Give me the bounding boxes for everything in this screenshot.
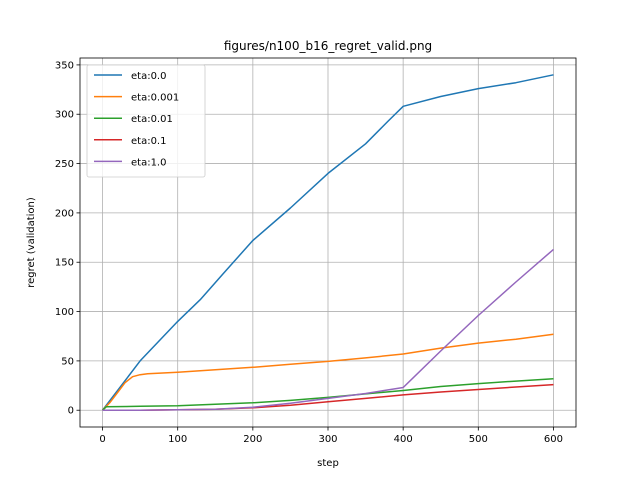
y-tick-label: 350: [55, 60, 74, 71]
legend: eta:0.0 eta:0.001 eta:0.01 eta:0.1 eta:1.0: [86, 64, 206, 178]
legend-label: eta:0.1: [131, 136, 166, 147]
legend-label: eta:0.01: [131, 114, 173, 125]
y-tick-label: 0: [68, 406, 74, 417]
x-tick-label: 200: [243, 434, 262, 445]
x-tick-label: 0: [99, 434, 105, 445]
legend-label: eta:1.0: [131, 157, 166, 168]
legend-box: [86, 64, 206, 178]
x-axis-label: step: [317, 458, 339, 469]
x-tick-label: 100: [168, 434, 187, 445]
x-tick-label: 400: [394, 434, 413, 445]
y-axis-label: regret (validation): [26, 197, 37, 288]
y-tick-label: 200: [55, 208, 74, 219]
x-tick-label: 600: [544, 434, 563, 445]
y-tick-label: 100: [55, 307, 74, 318]
axis-ticks: 0 100 200 300 400 500 600 0 50 100 150 200 250 300 350: [55, 60, 563, 445]
chart-title: figures/n100_b16_regret_valid.png: [224, 39, 432, 53]
legend-items: eta:0.0 eta:0.001 eta:0.01 eta:0.1 eta:1.0: [94, 71, 179, 168]
y-tick-label: 50: [61, 356, 74, 367]
x-tick-label: 500: [469, 434, 488, 445]
series-line-eta-0-01: [101, 377, 554, 411]
series-line-eta-1-0: [102, 248, 554, 411]
series-line-eta-0-001: [101, 333, 554, 411]
legend-label: eta:0.0: [131, 71, 166, 82]
series-line-eta-0-0: [101, 74, 554, 411]
legend-label: eta:0.001: [131, 93, 179, 104]
x-tick-label: 300: [318, 434, 337, 445]
grid-lines: [80, 58, 576, 427]
y-tick-label: 150: [55, 258, 74, 269]
y-tick-label: 300: [55, 110, 74, 121]
series-lines: [101, 74, 554, 411]
y-tick-label: 250: [55, 159, 74, 170]
